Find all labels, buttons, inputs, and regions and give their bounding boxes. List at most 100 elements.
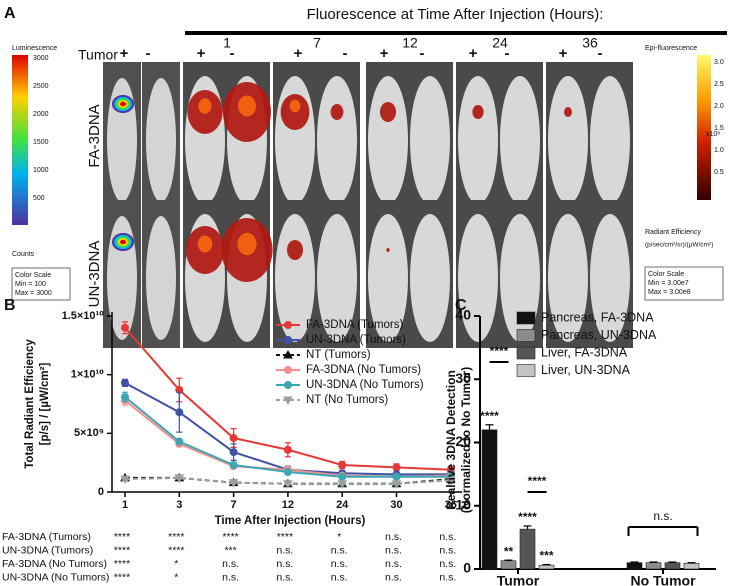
plus-label: + xyxy=(197,45,206,62)
significance-value: n.s. xyxy=(276,571,293,583)
y-tick-label: 1.5×10¹⁰ xyxy=(62,310,105,322)
y-axis-label: Realtive 3DNA Detection xyxy=(444,370,458,510)
y-tick-label: 5×10⁹ xyxy=(74,427,104,439)
mouse xyxy=(368,214,408,342)
bar xyxy=(481,429,498,570)
plus-label: + xyxy=(294,45,303,62)
fluorescence-signal xyxy=(472,105,484,119)
mouse xyxy=(317,76,357,204)
significance-value: n.s. xyxy=(331,571,348,583)
scale-box-text: Color Scale xyxy=(15,272,51,279)
point xyxy=(229,461,238,470)
fluorescence-core xyxy=(237,232,257,256)
color-bar xyxy=(12,55,28,225)
significance-name: UN-3DNA (Tumors) xyxy=(2,544,93,556)
scale-box-text: Max = 3.00e8 xyxy=(648,289,691,296)
bar xyxy=(664,562,681,570)
row-label: UN-3DNA xyxy=(86,241,103,308)
significance-value: n.s. xyxy=(385,558,402,570)
y-tick-label: 0 xyxy=(463,560,471,576)
scale-tick: 2.5 xyxy=(714,81,724,88)
significance-value: **** xyxy=(114,531,130,543)
minus-label: - xyxy=(343,45,348,62)
point xyxy=(337,480,348,489)
point xyxy=(284,321,292,329)
significance-star: ** xyxy=(504,544,514,558)
legend-label: FA-3DNA (Tumors) xyxy=(306,319,404,331)
bar xyxy=(500,560,517,570)
fluorescence-core xyxy=(198,98,212,114)
scale-box xyxy=(644,266,724,301)
significance-value: **** xyxy=(277,531,293,543)
scale-tick: 1.0 xyxy=(714,147,724,154)
significance-value: **** xyxy=(114,558,130,570)
significance-value: n.s. xyxy=(439,544,456,556)
significance-value: * xyxy=(174,571,178,583)
point xyxy=(228,479,239,488)
scale-unit: Counts xyxy=(12,251,35,258)
tumor-signal xyxy=(120,239,126,245)
scale-tick: 2.0 xyxy=(714,103,724,110)
significance-value: **** xyxy=(168,544,184,556)
significance-value: **** xyxy=(114,571,130,583)
point xyxy=(392,463,401,472)
point xyxy=(121,378,129,387)
scale-unit-title: Radiant Efficiency xyxy=(645,229,701,236)
point xyxy=(284,366,292,374)
y-tick-label: 10 xyxy=(455,496,471,512)
significance-star: **** xyxy=(518,510,537,524)
panel-label: C xyxy=(455,297,467,314)
color-bar xyxy=(697,55,711,200)
significance-value: n.s. xyxy=(439,558,456,570)
significance-value: n.s. xyxy=(276,558,293,570)
point xyxy=(338,472,347,481)
panel-label: B xyxy=(4,297,16,314)
scale-title: Luminescence xyxy=(12,45,57,52)
significance-value: *** xyxy=(224,544,236,556)
plus-label: + xyxy=(469,45,478,62)
plus-label: + xyxy=(120,45,129,62)
y-tick-label: 30 xyxy=(455,370,471,386)
point xyxy=(175,437,184,446)
mouse xyxy=(146,216,176,340)
legend-swatch xyxy=(516,346,536,360)
tumor-label: Tumor xyxy=(78,47,118,63)
point xyxy=(283,396,293,406)
scale-tick: 0.5 xyxy=(714,169,724,176)
fluorescence-core xyxy=(238,95,256,117)
point xyxy=(392,472,401,481)
series-line xyxy=(124,399,451,478)
significance-value: **** xyxy=(168,531,184,543)
plus-label: + xyxy=(559,45,568,62)
x-tick-label: 30 xyxy=(390,499,402,511)
legend-label: UN-3DNA (Tumors) xyxy=(306,334,406,346)
mouse xyxy=(500,214,540,342)
scale-tick: 1.5 xyxy=(714,125,724,132)
fluorescence-signal xyxy=(380,102,396,122)
legend-swatch xyxy=(516,311,536,325)
legend-label: Pancreas, FA-3DNA xyxy=(541,310,654,324)
scale-tick: 1000 xyxy=(33,167,49,174)
hour-label: 36 xyxy=(582,35,598,51)
significance-value: n.s. xyxy=(385,531,402,543)
significance-value: **** xyxy=(222,531,238,543)
scale-box-text: Min = 100 xyxy=(15,281,46,288)
point xyxy=(175,408,184,417)
plus-label: + xyxy=(380,45,389,62)
legend-swatch xyxy=(516,329,536,342)
bar xyxy=(683,563,700,570)
point xyxy=(283,480,293,489)
significance-value: n.s. xyxy=(222,571,239,583)
y-tick-label: 0 xyxy=(98,486,104,498)
legend-label: NT (No Tumors) xyxy=(306,394,388,406)
point xyxy=(445,476,456,486)
minus-label: - xyxy=(505,45,510,62)
mouse xyxy=(146,78,176,202)
point xyxy=(229,448,238,457)
mouse xyxy=(410,214,450,342)
x-axis-label: Time After Injection (Hours) xyxy=(215,515,366,527)
tumor-signal xyxy=(120,101,126,107)
scale-title: Epi-fluorescence xyxy=(645,45,697,52)
scale-box xyxy=(11,267,71,301)
